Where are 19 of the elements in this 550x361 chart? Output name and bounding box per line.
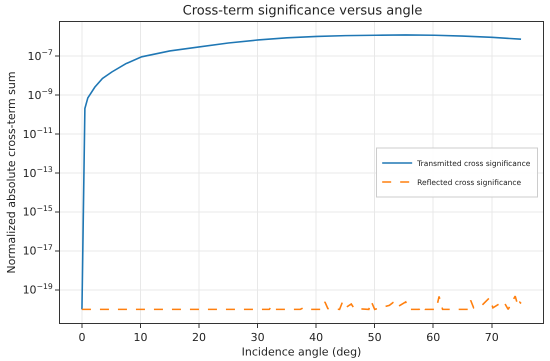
x-tick-label: 0 <box>78 331 86 344</box>
x-tick-label: 10 <box>134 331 148 344</box>
x-tick-label: 70 <box>484 331 499 344</box>
y-tick-label: 10$^{−19}$ <box>22 282 53 297</box>
y-tick-label: 10$^{−13}$ <box>22 165 53 180</box>
chart-title: Cross-term significance versus angle <box>182 4 422 19</box>
x-tick-label: 40 <box>309 331 324 344</box>
y-tick-label: 10$^{−15}$ <box>22 204 53 219</box>
x-tick-label: 20 <box>192 331 206 344</box>
x-tick-label: 60 <box>426 331 440 344</box>
y-axis-title: Normalized absolute cross-term sum <box>5 71 18 274</box>
x-tick-label: 30 <box>250 331 265 344</box>
y-tick-label: 10$^{−17}$ <box>22 243 53 258</box>
y-tick-label: 10$^{−7}$ <box>27 48 53 63</box>
line-series <box>81 295 522 310</box>
y-tick-label: 10$^{−9}$ <box>27 87 53 102</box>
y-tick-label: 10$^{−11}$ <box>22 126 53 141</box>
x-axis-title: Incidence angle (deg) <box>242 345 362 358</box>
x-tick-label: 50 <box>368 331 382 344</box>
